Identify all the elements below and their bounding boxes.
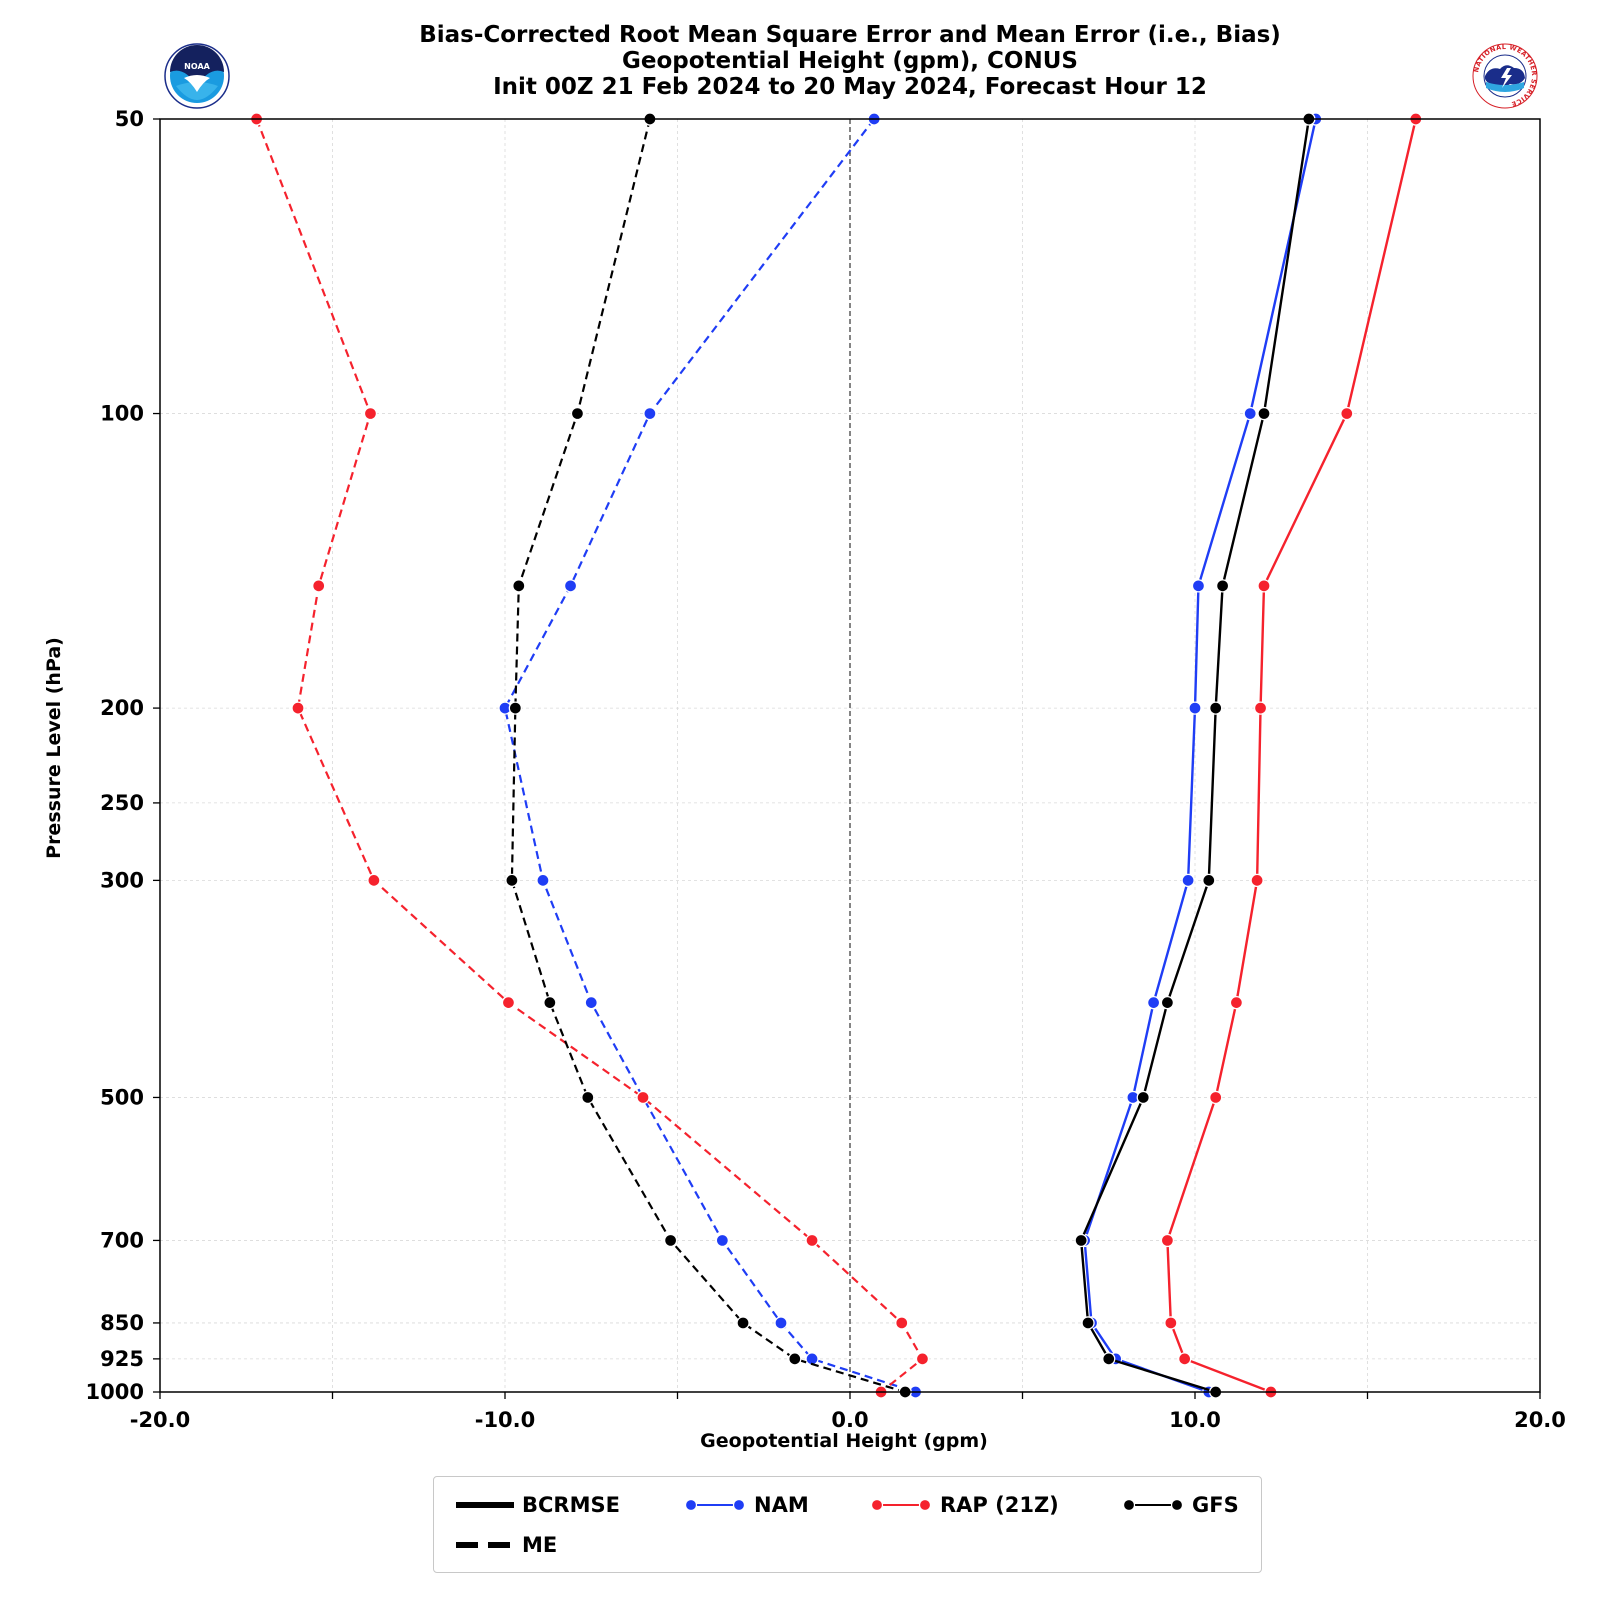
x-tick-label: -10.0 [475,1408,536,1432]
chart-subtitle-variable: Geopotential Height (gpm), CONUS [622,48,1078,74]
series-nam-me [498,112,923,1399]
series-rap-21z-me [249,112,930,1399]
y-tick-label: 300 [100,868,144,892]
data-point [1178,1352,1192,1366]
data-point [1229,995,1244,1010]
data-point [312,579,326,593]
y-axis-label: Pressure Level (hPa) [43,637,65,859]
data-point [774,1316,788,1330]
series-nam-bcrmse [1077,112,1323,1399]
x-tick-label: 10.0 [1169,1408,1221,1432]
data-point [715,1233,729,1248]
y-tick-label: 1000 [86,1380,144,1404]
x-tick-label: -20.0 [130,1408,191,1432]
legend-label-rap: RAP (21Z) [940,1493,1059,1517]
data-point [1340,406,1354,421]
y-tick-label: 250 [100,791,144,815]
series-line [503,118,916,1394]
x-axis-label: Geopotential Height (gpm) [700,1430,988,1452]
data-point [1243,406,1257,421]
data-point [643,406,657,421]
data-point [508,701,522,715]
data-point [584,995,598,1010]
data-point [636,1090,650,1105]
series-line [1166,118,1417,1394]
data-point [1215,579,1230,593]
data-point [1160,995,1175,1010]
data-point [1191,579,1206,593]
data-point [570,406,585,421]
legend-swatch-gfs [1122,1498,1184,1512]
data-point [736,1316,750,1330]
data-point [1081,1316,1095,1330]
data-point [1160,1233,1175,1248]
data-point [1209,701,1223,715]
data-point [1250,873,1264,888]
data-point [895,1316,909,1330]
data-point [512,579,526,593]
legend-label-bcrmse: BCRMSE [522,1493,620,1517]
data-point [1209,1090,1223,1105]
chart-title: Bias-Corrected Root Mean Square Error an… [419,22,1281,48]
series-rap-21z-bcrmse [1160,112,1423,1399]
legend-swatch-rap [870,1498,932,1512]
y-tick-label: 100 [100,402,144,426]
legend-swatch-nam [684,1498,746,1512]
series-line [510,118,906,1394]
data-point [1146,995,1161,1010]
data-point [788,1352,802,1366]
noaa-logo-text: NOAA [184,62,210,71]
data-point [536,873,550,888]
y-tick-label: 850 [100,1311,144,1335]
data-point [505,873,519,888]
data-point [1257,406,1271,421]
legend-swatch-me [456,1542,514,1548]
data-point [291,701,305,715]
data-point [805,1233,819,1248]
data-point [1102,1352,1116,1366]
chart-subtitle-period: Init 00Z 21 Feb 2024 to 20 May 2024, For… [493,74,1207,100]
legend: BCRMSE NAM RAP (21Z) GFS ME [433,1476,1262,1573]
data-point [663,1233,678,1248]
series-gfs-bcrmse [1074,112,1316,1399]
legend-swatch-bcrmse [456,1502,514,1508]
data-point [501,995,516,1010]
y-tick-label: 50 [115,107,144,131]
legend-label-gfs: GFS [1192,1493,1239,1517]
series-line [1083,118,1317,1394]
noaa-logo: NOAA [164,43,230,109]
x-tick-label: 20.0 [1514,1408,1566,1432]
nws-logo: NATIONAL WEATHER SERVICE [1472,43,1538,109]
series-line [255,118,924,1393]
x-tick-label: 0.0 [831,1408,868,1432]
legend-label-nam: NAM [754,1493,809,1517]
series-layer [249,112,1423,1399]
data-point [363,406,378,421]
data-point [1074,1233,1088,1248]
data-point [1202,873,1216,888]
data-point [543,995,557,1010]
data-point [367,873,381,888]
y-tick-label: 500 [100,1085,144,1109]
y-tick-label: 925 [100,1347,144,1371]
data-point [1164,1316,1178,1330]
y-tick-label: 700 [100,1228,144,1252]
data-point [1181,873,1195,888]
data-point [563,579,578,593]
data-point [1136,1090,1150,1105]
data-point [581,1090,595,1105]
ticks: -20.0 -10.0 0.0 10.0 20.0 50 100 200 250 300 500 70… [86,107,1566,1432]
data-point [1188,701,1202,715]
data-point [915,1352,930,1366]
data-point [1257,579,1271,593]
y-tick-label: 200 [100,696,144,720]
data-point [1253,701,1268,715]
legend-label-me: ME [522,1533,558,1557]
